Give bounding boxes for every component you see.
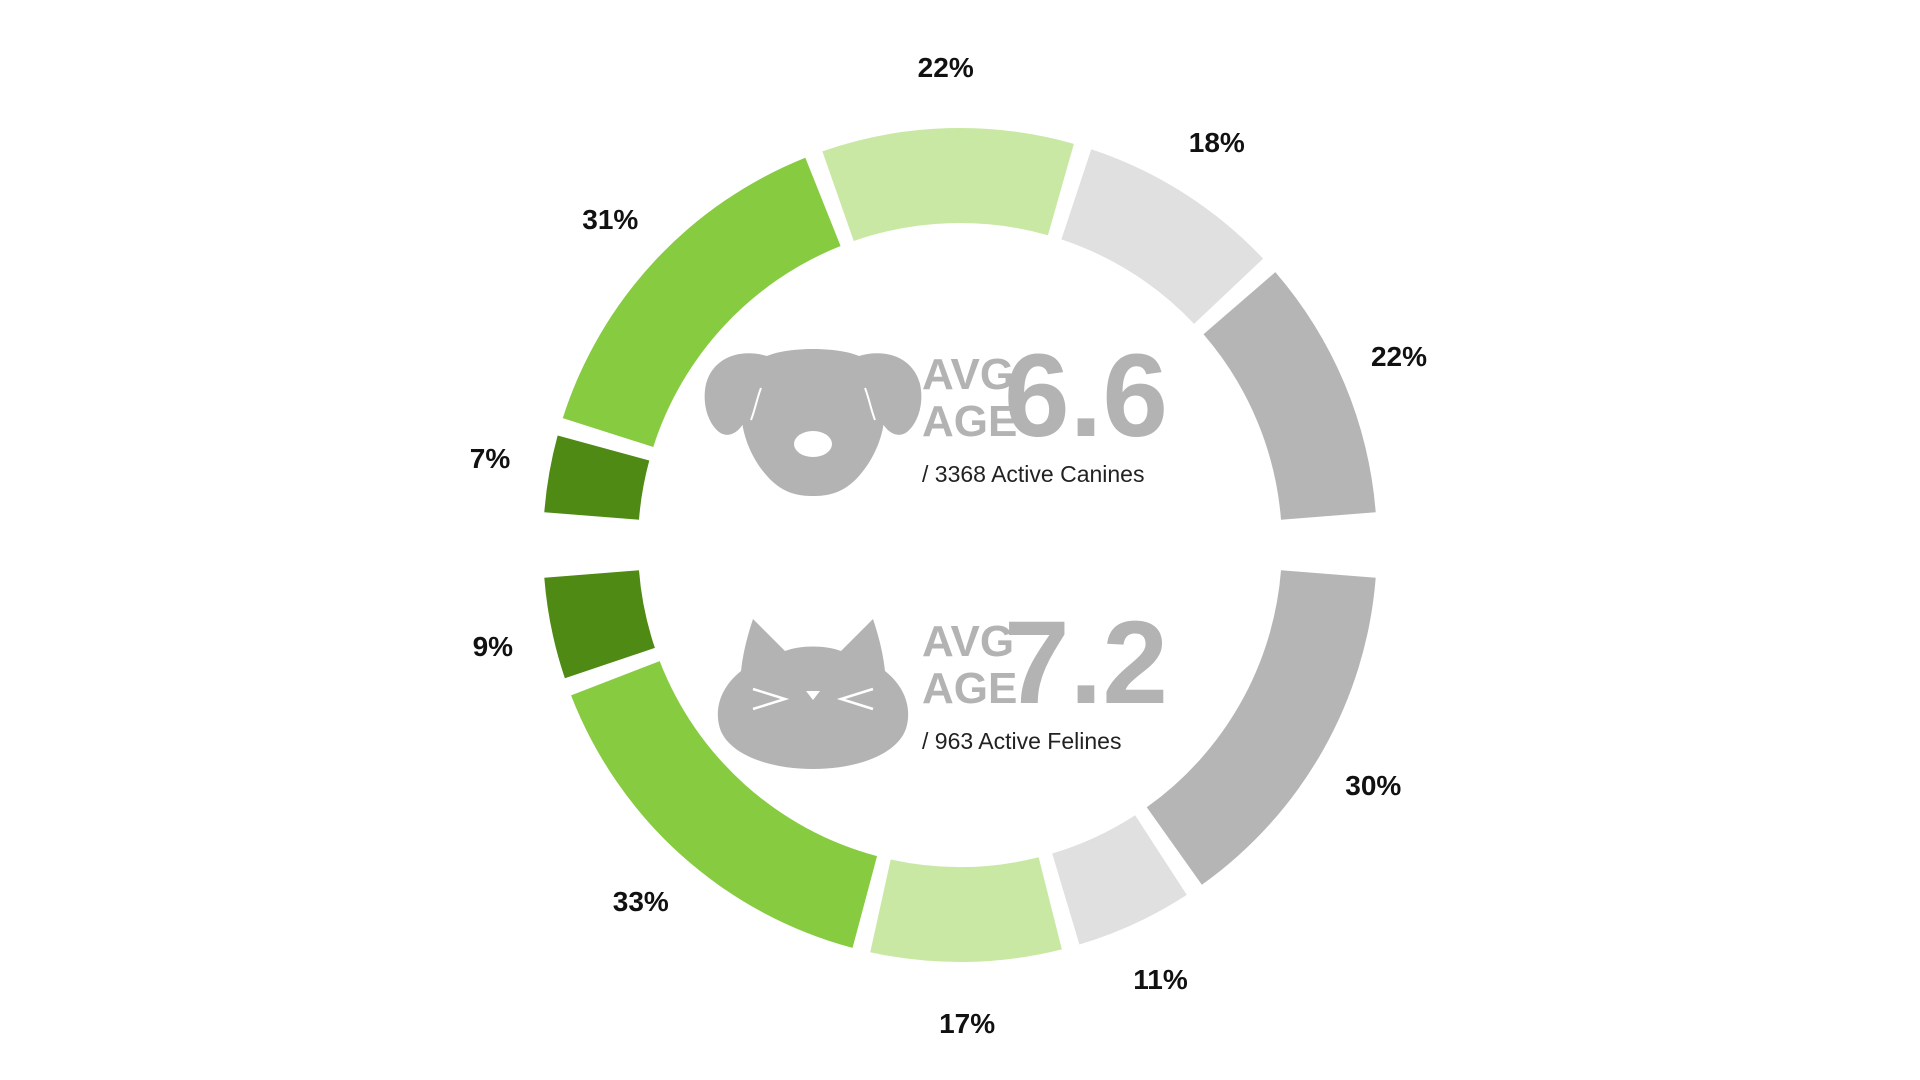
canine-segment-1 bbox=[544, 435, 650, 520]
feline-segment-label-1: 9% bbox=[473, 631, 514, 662]
feline-segment-3 bbox=[870, 857, 1062, 963]
feline-segments bbox=[544, 570, 1376, 963]
feline-avg-label: AVG bbox=[922, 617, 1014, 666]
canine-segment-label-5: 22% bbox=[1371, 341, 1427, 372]
feline-avg-value: 7.2 bbox=[1004, 597, 1168, 729]
feline-segment-label-3: 17% bbox=[939, 1008, 995, 1039]
canine-count-caption: / 3368 Active Canines bbox=[922, 461, 1144, 487]
feline-segment-label-4: 11% bbox=[1133, 964, 1188, 995]
canine-age-label: AGE bbox=[922, 397, 1017, 446]
feline-labels: 9% 33% 17% 11% 30% bbox=[473, 631, 1402, 1039]
canine-labels: 7% 31% 22% 18% 22% bbox=[470, 52, 1427, 474]
canine-segment-2 bbox=[562, 157, 841, 447]
canine-avg-value: 6.6 bbox=[1004, 330, 1168, 462]
feline-segment-label-2: 33% bbox=[613, 886, 669, 917]
feline-segment-1 bbox=[544, 570, 655, 679]
canine-avg-label: AVG bbox=[922, 350, 1014, 399]
feline-segment-2 bbox=[571, 661, 878, 948]
canine-segment-label-2: 31% bbox=[582, 204, 638, 235]
canine-segment-label-1: 7% bbox=[470, 443, 511, 474]
feline-segment-5 bbox=[1146, 570, 1376, 885]
feline-age-label: AGE bbox=[922, 664, 1017, 713]
canine-segment-3 bbox=[822, 127, 1074, 242]
feline-segment-label-5: 30% bbox=[1345, 770, 1401, 801]
cat-icon bbox=[717, 619, 909, 769]
canine-segment-5 bbox=[1203, 272, 1376, 520]
feline-segment-4 bbox=[1052, 815, 1187, 945]
feline-count-caption: / 963 Active Felines bbox=[922, 728, 1121, 754]
canine-segment-4 bbox=[1061, 149, 1264, 324]
canine-segments bbox=[544, 127, 1376, 520]
canine-segment-label-3: 22% bbox=[918, 52, 974, 83]
canine-segment-label-4: 18% bbox=[1189, 127, 1245, 158]
dog-icon bbox=[704, 349, 922, 496]
